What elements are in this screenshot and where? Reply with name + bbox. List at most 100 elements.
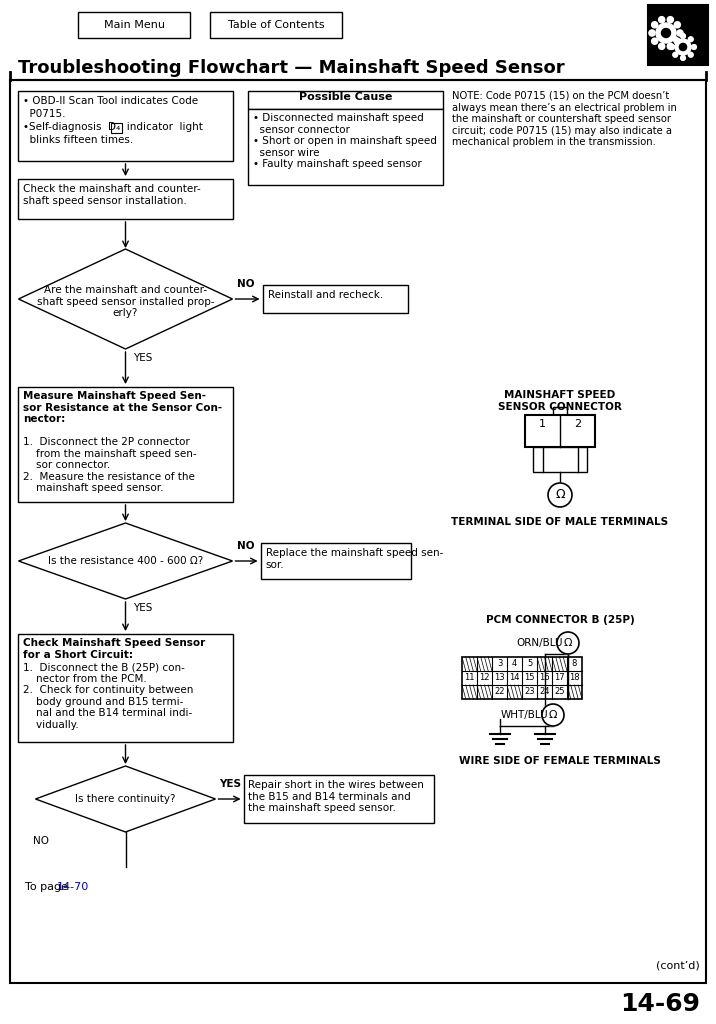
Circle shape	[548, 483, 572, 507]
Circle shape	[669, 45, 674, 49]
Text: Reinstall and recheck.: Reinstall and recheck.	[268, 290, 383, 300]
Bar	[78, 12, 190, 38]
Circle shape	[681, 55, 685, 60]
Text: Main Menu: Main Menu	[104, 20, 165, 30]
Circle shape	[674, 22, 680, 28]
Text: Ω: Ω	[555, 488, 565, 502]
Bar	[553, 407, 567, 415]
Text: To page: To page	[25, 882, 72, 892]
Bar	[18, 91, 233, 161]
Text: 23: 23	[524, 687, 535, 696]
Bar	[263, 285, 407, 313]
Bar	[18, 634, 233, 742]
Text: 22: 22	[494, 687, 505, 696]
Text: 16: 16	[539, 673, 550, 682]
Text: Troubleshooting Flowchart — Mainshaft Speed Sensor: Troubleshooting Flowchart — Mainshaft Sp…	[18, 59, 565, 77]
Text: P0715.: P0715.	[23, 109, 65, 119]
Text: Ω: Ω	[563, 638, 572, 648]
Text: 11: 11	[464, 673, 475, 682]
Circle shape	[679, 43, 687, 50]
Circle shape	[659, 43, 664, 49]
Circle shape	[652, 38, 658, 44]
Bar	[10, 80, 706, 983]
Circle shape	[692, 45, 697, 49]
Text: 15: 15	[524, 673, 535, 682]
Bar	[18, 387, 233, 502]
Polygon shape	[19, 523, 233, 599]
Text: 1.  Disconnect the 2P connector
    from the mainshaft speed sen-
    sor connec: 1. Disconnect the 2P connector from the …	[23, 437, 197, 494]
Bar	[243, 775, 433, 823]
Bar	[248, 91, 443, 109]
Text: YES: YES	[133, 603, 153, 613]
Circle shape	[652, 22, 658, 28]
Polygon shape	[36, 766, 216, 831]
Bar	[648, 5, 708, 65]
Text: 2: 2	[574, 419, 581, 429]
Text: Replace the mainshaft speed sen-
sor.: Replace the mainshaft speed sen- sor.	[266, 548, 443, 569]
Circle shape	[542, 705, 564, 726]
Text: Repair short in the wires between
the B15 and B14 terminals and
the mainshaft sp: Repair short in the wires between the B1…	[248, 780, 425, 813]
Text: • OBD-II Scan Tool indicates Code: • OBD-II Scan Tool indicates Code	[23, 96, 198, 106]
Text: 25: 25	[554, 687, 565, 696]
Text: 3: 3	[497, 659, 502, 668]
Circle shape	[674, 38, 680, 44]
Text: WIRE SIDE OF FEMALE TERMINALS: WIRE SIDE OF FEMALE TERMINALS	[459, 756, 661, 766]
Bar	[248, 109, 443, 185]
Circle shape	[673, 37, 677, 42]
Bar	[111, 123, 122, 133]
Text: NO: NO	[34, 836, 49, 846]
Text: Are the mainshaft and counter-
shaft speed sensor installed prop-
erly?: Are the mainshaft and counter- shaft spe…	[37, 285, 214, 318]
Text: • Disconnected mainshaft speed
  sensor connector
• Short or open in mainshaft s: • Disconnected mainshaft speed sensor co…	[253, 113, 437, 169]
Circle shape	[662, 29, 670, 38]
Text: 12: 12	[479, 673, 490, 682]
Text: NO: NO	[236, 541, 254, 551]
Text: 1.  Disconnect the B (25P) con-
    nector from the PCM.
2.  Check for continuit: 1. Disconnect the B (25P) con- nector fr…	[23, 662, 193, 730]
Circle shape	[688, 37, 693, 42]
Text: MAINSHAFT SPEED
SENSOR CONNECTOR: MAINSHAFT SPEED SENSOR CONNECTOR	[498, 390, 622, 412]
Text: Is there continuity?: Is there continuity?	[75, 794, 175, 804]
Circle shape	[667, 43, 674, 49]
Circle shape	[675, 39, 691, 55]
Text: Is the resistance 400 - 600 Ω?: Is the resistance 400 - 600 Ω?	[48, 556, 203, 566]
Circle shape	[677, 30, 683, 36]
Circle shape	[656, 23, 676, 43]
Text: 8: 8	[572, 659, 577, 668]
Text: 5: 5	[527, 659, 532, 668]
Text: NOTE: Code P0715 (15) on the PCM doesn’t
always mean there’s an electrical probl: NOTE: Code P0715 (15) on the PCM doesn’t…	[452, 91, 677, 147]
Text: Ω: Ω	[548, 710, 557, 720]
Circle shape	[667, 16, 674, 23]
Text: Measure Mainshaft Speed Sen-
sor Resistance at the Sensor Con-
nector:: Measure Mainshaft Speed Sen- sor Resista…	[23, 391, 222, 424]
Circle shape	[688, 52, 693, 57]
Text: NO: NO	[236, 279, 254, 289]
Text: ORN/BLU: ORN/BLU	[516, 638, 563, 648]
Text: PCM CONNECTOR B (25P): PCM CONNECTOR B (25P)	[485, 615, 634, 625]
Text: 14: 14	[509, 673, 520, 682]
Bar	[525, 415, 595, 447]
Text: Table of Contents: Table of Contents	[228, 20, 324, 30]
Text: 24: 24	[539, 687, 550, 696]
Text: WHT/BLU: WHT/BLU	[500, 710, 548, 720]
Text: 13: 13	[494, 673, 505, 682]
Circle shape	[673, 52, 677, 57]
Circle shape	[649, 30, 655, 36]
Text: Check the mainshaft and counter-
shaft speed sensor installation.: Check the mainshaft and counter- shaft s…	[23, 184, 200, 206]
Circle shape	[557, 632, 579, 654]
Text: 14-70: 14-70	[57, 882, 90, 892]
Bar	[533, 447, 587, 472]
Text: YES: YES	[220, 779, 241, 790]
Text: (cont’d): (cont’d)	[657, 961, 700, 970]
Text: Check Mainshaft Speed Sensor
for a Short Circuit:: Check Mainshaft Speed Sensor for a Short…	[23, 638, 205, 659]
Text: •Self-diagnosis  D₄  indicator  light: •Self-diagnosis D₄ indicator light	[23, 122, 203, 132]
Circle shape	[659, 16, 664, 23]
Bar	[462, 657, 582, 699]
Polygon shape	[19, 249, 233, 349]
Text: 14-69: 14-69	[620, 992, 700, 1016]
Text: YES: YES	[133, 353, 153, 362]
Text: blinks fifteen times.: blinks fifteen times.	[23, 135, 133, 145]
Text: 1: 1	[539, 419, 546, 429]
Text: 4: 4	[512, 659, 517, 668]
Text: Possible Cause: Possible Cause	[299, 92, 392, 102]
Bar	[210, 12, 342, 38]
Bar	[261, 543, 410, 579]
Text: TERMINAL SIDE OF MALE TERMINALS: TERMINAL SIDE OF MALE TERMINALS	[451, 517, 669, 527]
